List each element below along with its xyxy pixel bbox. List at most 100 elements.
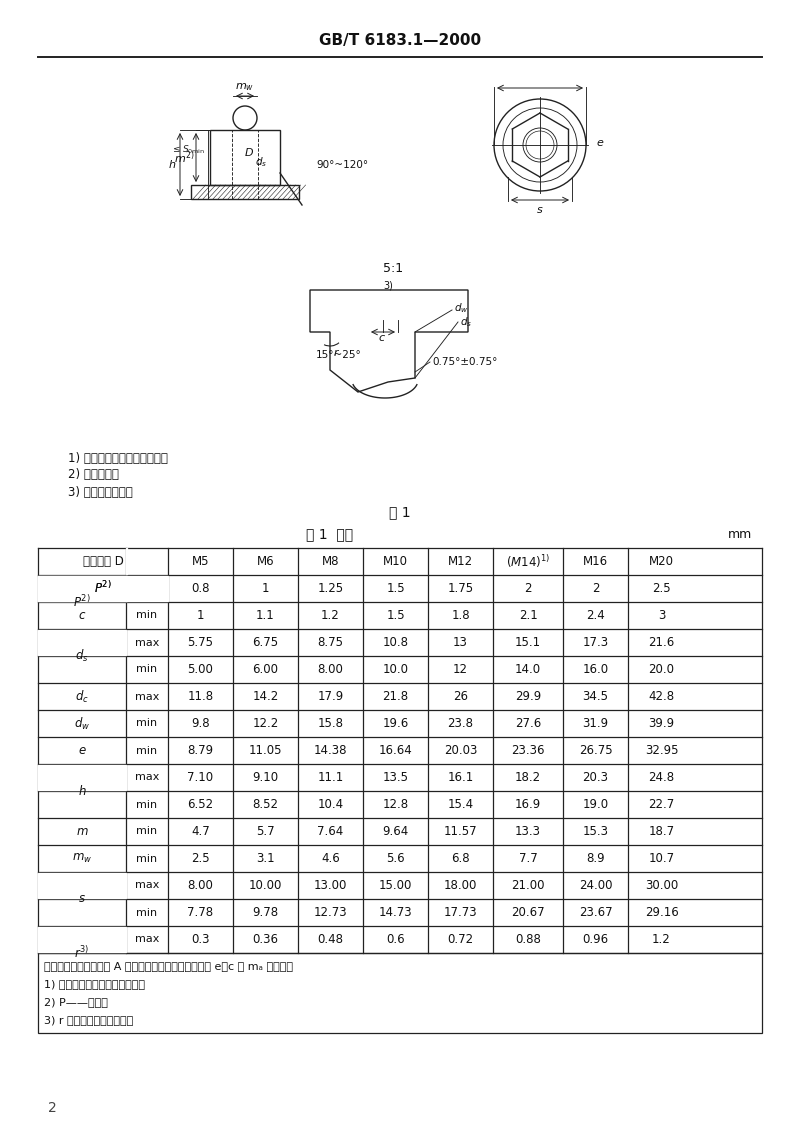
Text: 21.00: 21.00: [511, 879, 545, 892]
Text: 27.6: 27.6: [515, 718, 541, 730]
Text: 3) r 适用于棱角和六角面。: 3) r 适用于棱角和六角面。: [44, 1015, 134, 1025]
Text: 2.5: 2.5: [191, 852, 210, 864]
Text: 23.67: 23.67: [578, 906, 612, 919]
Text: 2) 螺纹长度。: 2) 螺纹长度。: [68, 469, 119, 481]
Bar: [38, 872, 126, 898]
Text: 1) 尽可能不采用括号内的规格。: 1) 尽可能不采用括号内的规格。: [44, 979, 145, 989]
Text: min: min: [137, 746, 158, 756]
Text: 5.00: 5.00: [187, 663, 214, 676]
Text: 12.2: 12.2: [252, 718, 278, 730]
Text: 0.8: 0.8: [191, 582, 210, 596]
Text: 13.00: 13.00: [314, 879, 347, 892]
Text: 22.7: 22.7: [648, 798, 674, 811]
Text: 2.4: 2.4: [586, 609, 605, 622]
Text: 9.78: 9.78: [253, 906, 278, 919]
Text: 1.2: 1.2: [652, 933, 671, 946]
Text: 1) 有效力矩部分，形状任选。: 1) 有效力矩部分，形状任选。: [68, 452, 168, 464]
Text: 29.9: 29.9: [515, 690, 541, 703]
Text: 20.3: 20.3: [582, 771, 609, 784]
Text: $d_c$: $d_c$: [75, 688, 89, 704]
Text: GB/T 6183.1—2000: GB/T 6183.1—2000: [319, 33, 481, 47]
Text: 0.75°±0.75°: 0.75°±0.75°: [432, 357, 498, 367]
Text: 16.0: 16.0: [582, 663, 609, 676]
Text: 26: 26: [453, 690, 468, 703]
Text: 表 1  尺寸: 表 1 尺寸: [306, 527, 354, 541]
Text: 42.8: 42.8: [649, 690, 674, 703]
Text: $s$: $s$: [536, 205, 544, 215]
Text: $d_s$: $d_s$: [255, 156, 267, 170]
Text: 5.6: 5.6: [386, 852, 405, 864]
Bar: [38, 575, 168, 601]
Text: 16.9: 16.9: [515, 798, 541, 811]
Text: 24.00: 24.00: [578, 879, 612, 892]
Text: 5:1: 5:1: [383, 261, 403, 275]
Text: 8.00: 8.00: [187, 879, 214, 892]
Text: 15.00: 15.00: [379, 879, 412, 892]
Text: 1.1: 1.1: [256, 609, 275, 622]
Text: $(M14)^{1)}$: $(M14)^{1)}$: [506, 553, 550, 570]
Bar: [38, 575, 126, 601]
Text: 17.73: 17.73: [444, 906, 478, 919]
Text: 12: 12: [453, 663, 468, 676]
Text: 7.78: 7.78: [187, 906, 214, 919]
Text: $h$: $h$: [78, 784, 86, 798]
Text: 0.48: 0.48: [318, 933, 343, 946]
Text: 1: 1: [197, 609, 204, 622]
Text: M16: M16: [583, 555, 608, 568]
Text: 15.1: 15.1: [515, 636, 541, 649]
Text: M12: M12: [448, 555, 473, 568]
Text: 19.6: 19.6: [382, 718, 409, 730]
Text: 15.3: 15.3: [582, 825, 609, 838]
Text: 6.00: 6.00: [253, 663, 278, 676]
Text: 0.88: 0.88: [515, 933, 541, 946]
Bar: [38, 765, 126, 790]
Text: 9.10: 9.10: [253, 771, 278, 784]
Text: 3) 棱边形状任选。: 3) 棱边形状任选。: [68, 486, 133, 498]
Bar: [191, 185, 299, 199]
Text: 11.1: 11.1: [318, 771, 344, 784]
Text: min: min: [137, 826, 158, 836]
Text: 2.1: 2.1: [518, 609, 538, 622]
Text: $P^{2)}$: $P^{2)}$: [94, 581, 112, 597]
Text: 26.75: 26.75: [578, 744, 612, 757]
Text: 6.8: 6.8: [451, 852, 470, 864]
Text: 螺纹规格 D: 螺纹规格 D: [82, 555, 123, 568]
Text: 23.8: 23.8: [447, 718, 474, 730]
Text: 23.36: 23.36: [511, 744, 545, 757]
Text: 10.4: 10.4: [318, 798, 343, 811]
Text: 34.5: 34.5: [582, 690, 609, 703]
Text: $m_w$: $m_w$: [235, 81, 254, 93]
Text: 14.38: 14.38: [314, 744, 347, 757]
Text: min: min: [137, 907, 158, 918]
Text: 11.05: 11.05: [249, 744, 282, 757]
Text: min: min: [137, 853, 158, 863]
Text: 3: 3: [658, 609, 665, 622]
Text: 31.9: 31.9: [582, 718, 609, 730]
Text: $r$: $r$: [334, 347, 341, 357]
Text: 8.9: 8.9: [586, 852, 605, 864]
Text: $m^{2)}$: $m^{2)}$: [174, 149, 194, 166]
Text: min: min: [137, 610, 158, 620]
Text: 20.67: 20.67: [511, 906, 545, 919]
Text: max: max: [135, 880, 159, 890]
Text: 2: 2: [592, 582, 599, 596]
Text: 1.25: 1.25: [318, 582, 343, 596]
Text: 8.79: 8.79: [187, 744, 214, 757]
Text: $d_w$: $d_w$: [454, 301, 469, 315]
Text: 14.73: 14.73: [378, 906, 412, 919]
Text: 10.00: 10.00: [249, 879, 282, 892]
Text: 15°~25°: 15°~25°: [316, 350, 362, 360]
Text: $d_s$: $d_s$: [75, 647, 89, 664]
Text: 10.7: 10.7: [649, 852, 674, 864]
Text: 10.8: 10.8: [382, 636, 409, 649]
Text: $d_w$: $d_w$: [74, 715, 90, 731]
Text: 29.16: 29.16: [645, 906, 678, 919]
Text: $m_w$: $m_w$: [72, 852, 92, 866]
Text: 14.2: 14.2: [252, 690, 278, 703]
Text: $r^{3)}$: $r^{3)}$: [74, 945, 90, 960]
Text: M20: M20: [649, 555, 674, 568]
Text: 20.0: 20.0: [649, 663, 674, 676]
Text: $d_s$: $d_s$: [460, 315, 472, 329]
Text: 0.96: 0.96: [582, 933, 609, 946]
Text: 6.75: 6.75: [253, 636, 278, 649]
